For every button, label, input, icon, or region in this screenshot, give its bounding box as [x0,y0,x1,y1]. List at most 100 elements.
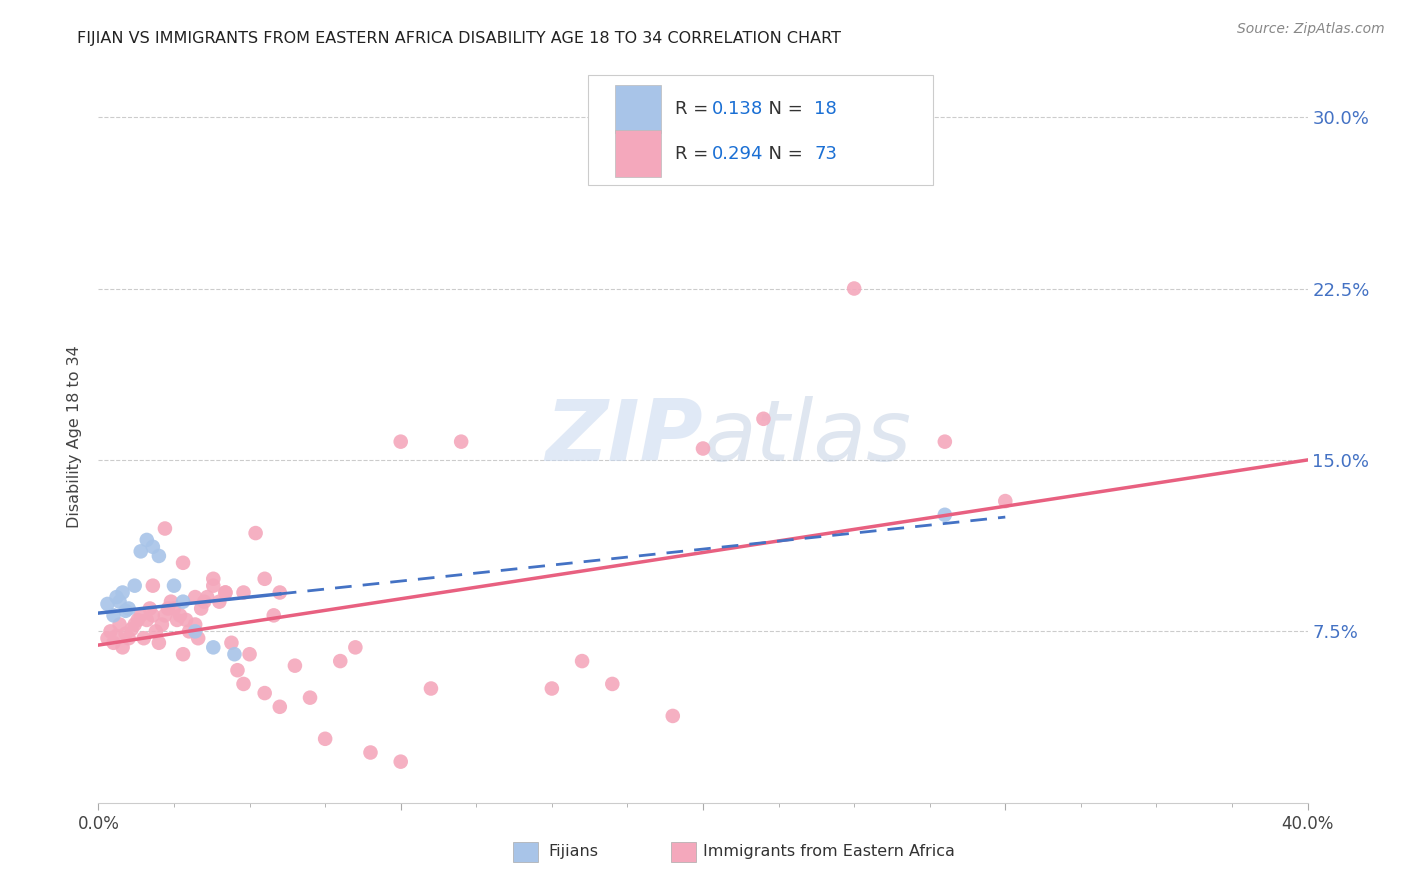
FancyBboxPatch shape [614,85,661,133]
Point [163,601,186,615]
Point [96,632,118,646]
Point [540,681,562,696]
Point [142,579,165,593]
Point [142,608,165,623]
Point [221,636,243,650]
Point [108,595,131,609]
Point [692,442,714,456]
Point [299,690,322,705]
Point [172,556,194,570]
Point [156,601,179,615]
Point [96,597,118,611]
Point [105,590,128,604]
Point [934,508,956,522]
Text: atlas: atlas [703,395,911,479]
Point [232,677,254,691]
Point [114,626,136,640]
Point [195,590,218,604]
Point [172,595,194,609]
Point [111,640,134,655]
Text: R =: R = [675,145,714,162]
Point [253,686,276,700]
Text: 0.138: 0.138 [711,100,762,118]
Point [103,636,125,650]
Point [166,613,188,627]
Point [420,681,443,696]
Point [135,613,157,627]
Point [187,632,209,646]
Point [284,658,307,673]
Point [245,526,267,541]
Point [214,585,236,599]
Point [844,281,866,295]
Point [269,699,291,714]
Point [163,579,186,593]
Point [174,613,197,627]
Point [202,640,225,655]
Point [214,585,236,599]
Point [193,595,215,609]
Point [232,585,254,599]
Point [263,608,285,623]
Point [329,654,352,668]
Point [314,731,336,746]
Text: Source: ZipAtlas.com: Source: ZipAtlas.com [1237,22,1385,37]
Point [934,434,956,449]
Point [150,617,173,632]
Point [124,617,146,632]
Point [202,579,225,593]
Point [571,654,593,668]
Point [184,624,207,639]
Point [139,601,162,615]
Text: FIJIAN VS IMMIGRANTS FROM EASTERN AFRICA DISABILITY AGE 18 TO 34 CORRELATION CHA: FIJIAN VS IMMIGRANTS FROM EASTERN AFRICA… [77,31,841,46]
Point [450,434,472,449]
Text: 73: 73 [814,145,837,162]
Point [121,622,143,636]
Point [111,585,134,599]
Point [114,604,136,618]
Point [118,632,141,646]
Text: 18: 18 [814,100,837,118]
Point [224,647,246,661]
Point [184,617,207,632]
Point [208,595,231,609]
Point [100,624,122,639]
Text: R =: R = [675,100,714,118]
Point [160,595,183,609]
Y-axis label: Disability Age 18 to 34: Disability Age 18 to 34 [67,346,83,528]
Point [124,579,146,593]
Point [661,709,683,723]
Point [752,412,775,426]
Point [148,549,170,563]
Point [129,608,152,623]
Point [602,677,624,691]
Point [389,755,412,769]
Point [269,585,291,599]
Point [148,636,170,650]
Point [129,544,152,558]
Point [994,494,1017,508]
Text: 0.294: 0.294 [711,145,763,162]
Point [105,629,128,643]
Point [360,746,382,760]
Text: N =: N = [758,100,808,118]
Point [127,613,149,627]
Point [103,608,125,623]
Point [108,617,131,632]
Text: Immigrants from Eastern Africa: Immigrants from Eastern Africa [703,845,955,859]
Text: N =: N = [758,145,808,162]
Point [153,521,176,535]
Point [253,572,276,586]
Point [118,601,141,615]
Point [184,590,207,604]
Point [179,624,201,639]
Point [153,608,176,623]
Point [135,533,157,547]
Point [190,601,212,615]
Text: ZIP: ZIP [546,395,703,479]
Point [202,572,225,586]
Point [142,540,165,554]
Point [344,640,367,655]
Point [692,114,714,128]
FancyBboxPatch shape [614,130,661,178]
